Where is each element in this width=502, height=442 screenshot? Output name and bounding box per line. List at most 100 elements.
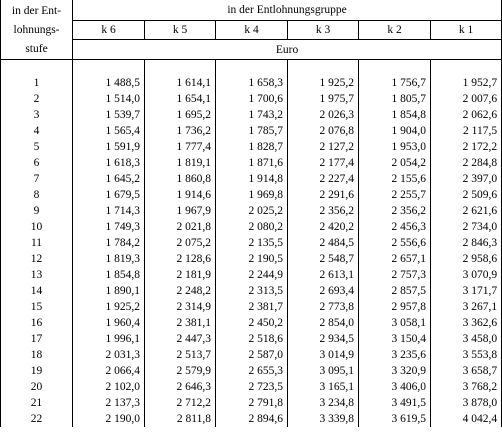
value-cell: 2 128,6 xyxy=(144,251,216,267)
stufe-cell: 22 xyxy=(0,411,73,427)
value-cell: 1 914,8 xyxy=(215,171,288,187)
value-cell: 2 255,7 xyxy=(358,187,431,203)
value-cell: 2 655,3 xyxy=(215,363,288,379)
value-cell: 3 362,6 xyxy=(429,315,502,331)
value-cell: 1 854,8 xyxy=(358,107,431,123)
value-cell: 1 871,6 xyxy=(215,155,288,171)
value-cell: 2 313,5 xyxy=(215,283,288,299)
value-cell: 1 969,8 xyxy=(215,187,288,203)
table-row: 20 2 102,0 2 646,3 2 723,5 3 165,1 3 406,0 3 7… xyxy=(0,379,502,395)
column-header-k6: k 6 xyxy=(72,20,145,41)
stub-label-line3: stufe xyxy=(25,43,48,55)
value-cell: 3 320,9 xyxy=(358,363,431,379)
table-row: 11 1 784,2 2 075,2 2 135,5 2 484,5 2 556,6 2 8… xyxy=(0,235,502,251)
value-cell: 2 155,6 xyxy=(358,171,431,187)
table-row: 15 1 925,2 2 314,9 2 381,7 2 773,8 2 957,8 3 2… xyxy=(0,299,502,315)
value-cell: 2 026,3 xyxy=(287,107,359,123)
table-row: 16 1 960,4 2 381,1 2 450,2 2 854,0 3 058,1 3 3… xyxy=(0,315,502,331)
value-cell: 2 587,0 xyxy=(215,347,288,363)
value-cell: 3 406,0 xyxy=(358,379,431,395)
value-cell: 1 743,2 xyxy=(215,107,288,123)
stufe-cell: 17 xyxy=(0,331,73,347)
value-cell: 3 165,1 xyxy=(287,379,359,395)
value-cell: 2 397,0 xyxy=(429,171,502,187)
value-cell: 2 579,9 xyxy=(144,363,216,379)
value-cell: 2 227,4 xyxy=(287,171,359,187)
value-cell: 3 658,7 xyxy=(429,363,502,379)
stufe-cell: 4 xyxy=(0,123,73,139)
value-cell: 3 768,2 xyxy=(429,379,502,395)
value-cell: 1 890,1 xyxy=(72,283,145,299)
value-cell: 2 356,2 xyxy=(287,203,359,219)
stufe-cell: 13 xyxy=(0,267,73,283)
value-cell: 2 244,9 xyxy=(215,267,288,283)
stufe-cell: 1 xyxy=(0,75,73,91)
value-cell: 1 819,3 xyxy=(72,251,145,267)
table-row: 12 1 819,3 2 128,6 2 190,5 2 548,7 2 657,1 2 9… xyxy=(0,251,502,267)
value-cell: 2 723,5 xyxy=(215,379,288,395)
value-cell: 2 080,2 xyxy=(215,219,288,235)
value-cell: 2 513,7 xyxy=(144,347,216,363)
stufe-cell: 9 xyxy=(0,203,73,219)
value-cell: 1 658,3 xyxy=(215,75,288,91)
value-cell: 2 076,8 xyxy=(287,123,359,139)
value-cell: 1 925,2 xyxy=(287,75,359,91)
value-cell: 2 021,8 xyxy=(144,219,216,235)
stufe-cell: 3 xyxy=(0,107,73,123)
value-cell: 2 025,2 xyxy=(215,203,288,219)
value-cell: 2 135,5 xyxy=(215,235,288,251)
stufe-cell: 16 xyxy=(0,315,73,331)
stufe-cell: 7 xyxy=(0,171,73,187)
value-cell: 1 565,4 xyxy=(72,123,145,139)
value-cell: 1 828,7 xyxy=(215,139,288,155)
group-header: in der Entlohnungsgruppe xyxy=(71,0,502,21)
value-cell: 2 857,5 xyxy=(358,283,431,299)
value-cell: 2 957,8 xyxy=(358,299,431,315)
value-cell: 2 062,6 xyxy=(429,107,502,123)
value-cell: 2 646,3 xyxy=(144,379,216,395)
value-cell: 2 621,6 xyxy=(429,203,502,219)
table-row: 13 1 854,8 2 181,9 2 244,9 2 613,1 2 757,3 3 0… xyxy=(0,267,502,283)
value-cell: 1 805,7 xyxy=(358,91,431,107)
stub-label-line2: lohnungs- xyxy=(13,24,60,36)
value-cell: 2 031,3 xyxy=(72,347,145,363)
table-row: 18 2 031,3 2 513,7 2 587,0 3 014,9 3 235,6 3 5… xyxy=(0,347,502,363)
value-cell: 3 070,9 xyxy=(429,267,502,283)
value-cell: 1 539,7 xyxy=(72,107,145,123)
value-cell: 2 420,2 xyxy=(287,219,359,235)
value-cell: 2 177,4 xyxy=(287,155,359,171)
value-cell: 2 934,5 xyxy=(287,331,359,347)
value-cell: 1 953,0 xyxy=(358,139,431,155)
value-cell: 2 127,2 xyxy=(287,139,359,155)
value-cell: 2 314,9 xyxy=(144,299,216,315)
value-cell: 1 514,0 xyxy=(72,91,145,107)
value-cell: 1 645,2 xyxy=(72,171,145,187)
value-cell: 3 619,5 xyxy=(358,411,431,427)
value-cell: 2 556,6 xyxy=(358,235,431,251)
value-cell: 2 757,3 xyxy=(358,267,431,283)
table-row: 22 2 190,0 2 811,8 2 894,6 3 339,8 3 619,5 4 0… xyxy=(0,411,502,427)
value-cell: 2 284,8 xyxy=(429,155,502,171)
value-cell: 1 700,6 xyxy=(215,91,288,107)
value-cell: 1 819,1 xyxy=(144,155,216,171)
value-cell: 2 811,8 xyxy=(144,411,216,427)
value-cell: 2 854,0 xyxy=(287,315,359,331)
value-cell: 2 075,2 xyxy=(144,235,216,251)
value-cell: 2 712,2 xyxy=(144,395,216,411)
value-cell: 3 339,8 xyxy=(287,411,359,427)
value-cell: 2 846,3 xyxy=(429,235,502,251)
stub-label-line1: in der Ent- xyxy=(11,5,62,17)
value-cell: 1 614,1 xyxy=(144,75,216,91)
stufe-cell: 5 xyxy=(0,139,73,155)
value-cell: 1 785,7 xyxy=(215,123,288,139)
value-cell: 1 736,2 xyxy=(144,123,216,139)
value-cell: 2 291,6 xyxy=(287,187,359,203)
column-header-k2: k 2 xyxy=(358,20,431,41)
value-cell: 1 714,3 xyxy=(72,203,145,219)
value-cell: 2 548,7 xyxy=(287,251,359,267)
stufe-cell: 20 xyxy=(0,379,73,395)
